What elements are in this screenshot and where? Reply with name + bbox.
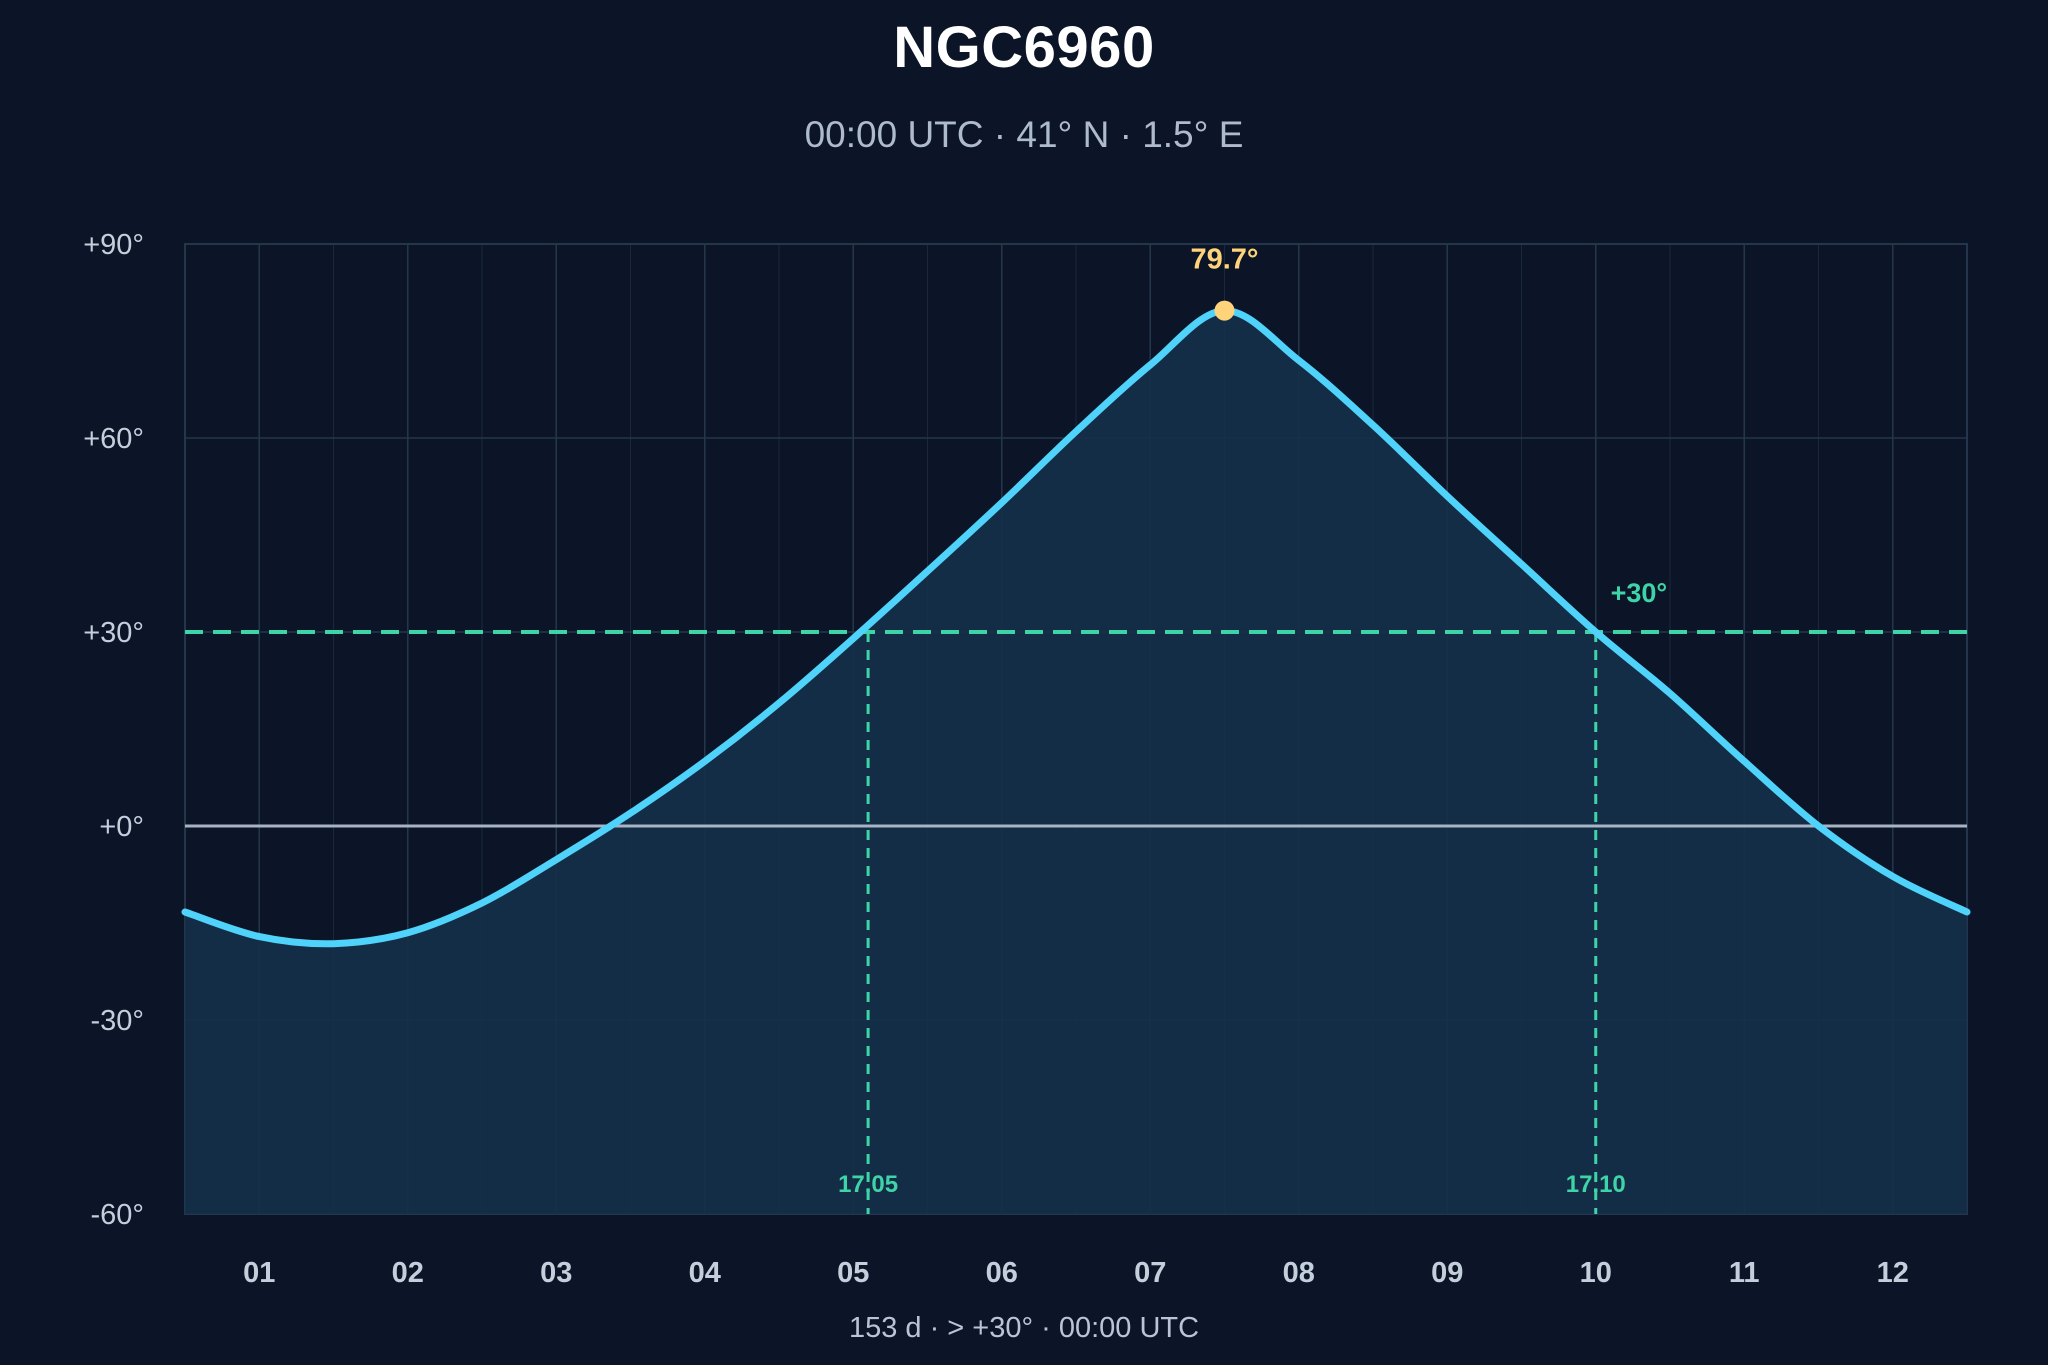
y-tick-label: +90° [83,229,144,261]
chart-subtitle: 00:00 UTC · 41° N · 1.5° E [804,114,1244,155]
label-layer: 17.05 17.10 +30° 79.7° [838,244,1667,1198]
x-tick-label: 09 [1431,1257,1463,1289]
y-tick-label: -60° [90,1199,144,1231]
chart-footer: 153 d · > +30° · 00:00 UTC [848,1312,1200,1344]
axis-layer: +90° +60° +30° +0° -30° -60° 01 02 03 04 05 06 07 08 0… [83,229,1909,1289]
x-tick-label: 03 [540,1257,572,1289]
x-tick-label: 08 [1283,1257,1315,1289]
threshold-label: +30° [1611,578,1668,608]
x-tick-label: 12 [1877,1257,1909,1289]
altitude-area [185,310,1967,1214]
y-tick-label: +30° [83,617,144,649]
crossing-label: 17.10 [1566,1171,1626,1198]
x-tick-label: 05 [837,1257,869,1289]
x-tick-label: 06 [986,1257,1018,1289]
chart-title: NGC6960 [893,15,1155,80]
altitude-curve [181,307,1971,948]
x-tick-label: 11 [1729,1257,1760,1289]
x-tick-label: 01 [243,1257,275,1289]
x-tick-label: 10 [1580,1257,1612,1289]
x-tick-label: 07 [1134,1257,1166,1289]
y-tick-label: +0° [99,811,144,843]
x-tick-label: 04 [689,1257,721,1289]
peak-marker [1214,300,1235,321]
y-tick-label: +60° [83,423,144,455]
crossing-label: 17.05 [838,1171,898,1198]
y-tick-label: -30° [90,1005,144,1037]
x-tick-label: 02 [392,1257,424,1289]
peak-label: 79.7° [1190,244,1258,276]
crossing-layer [866,632,1598,1214]
